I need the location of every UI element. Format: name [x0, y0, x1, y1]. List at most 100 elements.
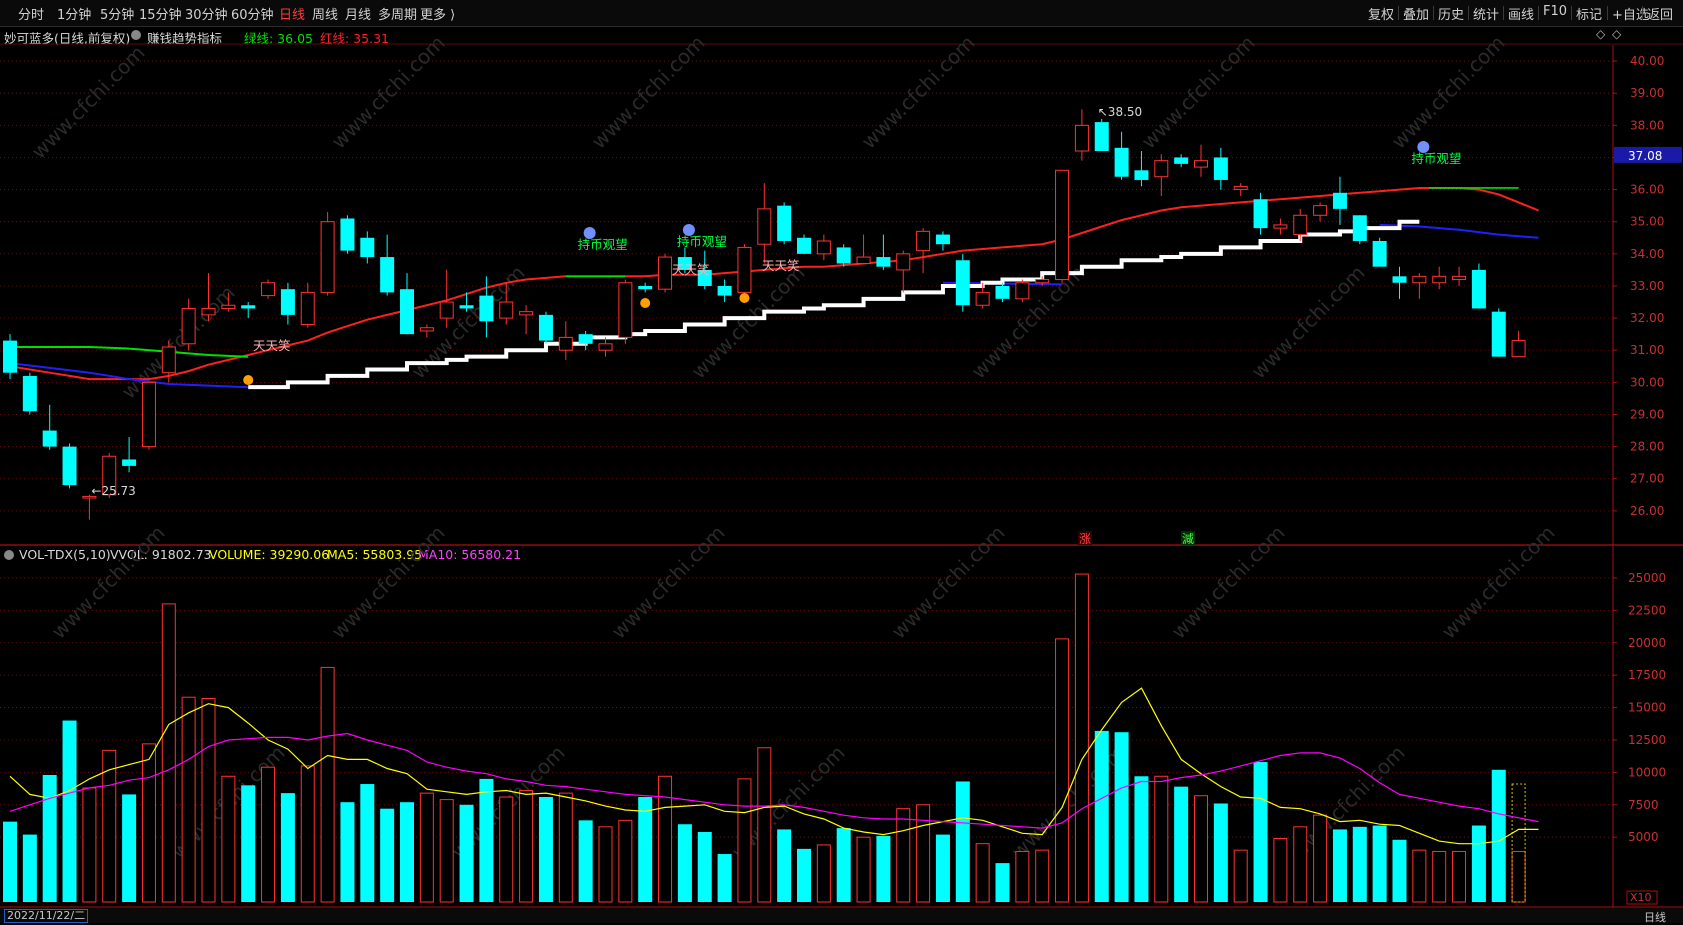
volume-bar-up: [757, 747, 772, 903]
candle-body-up: [1015, 282, 1030, 300]
price-tick-label: 35.00: [1630, 215, 1664, 229]
high-price-label: ↖38.50: [1098, 105, 1142, 119]
candle-body-down: [876, 257, 891, 267]
volume-tick-label: 22500: [1628, 603, 1666, 617]
toolbar-button[interactable]: 返回: [1647, 8, 1674, 23]
period-tab[interactable]: 30分钟: [185, 8, 228, 23]
watermark-text: www.cfchi.com: [857, 31, 980, 154]
toolbar-button[interactable]: 历史: [1438, 8, 1465, 23]
price-tick-label: 33.00: [1630, 279, 1664, 293]
period-tab[interactable]: 15分钟: [139, 8, 182, 23]
volume-bar-up: [598, 826, 613, 903]
watermark-text: www.cfchi.com: [47, 521, 170, 644]
watermark-text: www.cfchi.com: [327, 521, 450, 644]
candle-body-down: [836, 247, 851, 264]
toolbar-button[interactable]: 叠加: [1403, 8, 1430, 23]
period-tab[interactable]: 1分钟: [57, 8, 92, 23]
period-tab[interactable]: 周线: [312, 8, 339, 23]
volume-bar-up: [141, 743, 156, 903]
volume-bar-up: [658, 775, 673, 903]
candle-body-up: [816, 240, 831, 255]
volume-header: VOL-TDX(5,10) VVOL: 91802.73 VOLUME: 392…: [0, 546, 1610, 564]
toolbar-button[interactable]: 标记: [1576, 8, 1603, 23]
candle-body-down: [479, 295, 494, 322]
blue-line-late: [1379, 223, 1539, 239]
candle-body-down: [1372, 240, 1387, 267]
watermark-text: www.cfchi.com: [447, 741, 570, 864]
smile-dot-icon: [243, 375, 254, 385]
volume-indicator-name[interactable]: VOL-TDX(5,10): [19, 547, 111, 562]
volume-bar-down: [955, 781, 970, 902]
candle-body-up: [82, 495, 97, 499]
hold-watch-label: 持币观望: [1411, 151, 1461, 166]
period-tab[interactable]: 日线: [279, 8, 306, 23]
candle-body-up: [856, 256, 871, 264]
candle-body-up: [1055, 169, 1070, 281]
current-price-label: 37.08: [1628, 149, 1662, 163]
date-axis: 2022/11/22/二 日线: [0, 908, 1683, 924]
period-tab[interactable]: 5分钟: [100, 8, 135, 23]
price-tick-label: 36.00: [1630, 183, 1664, 197]
watermark-text: www.cfchi.com: [167, 741, 290, 864]
toolbar-button[interactable]: 复权: [1368, 8, 1395, 23]
volume-bar-up: [558, 792, 573, 903]
candle-body-down: [1134, 170, 1149, 180]
volume-bar-up: [1074, 573, 1089, 903]
candle-body-up: [1074, 124, 1089, 152]
volume-bar-up: [1313, 814, 1328, 903]
period-tab[interactable]: 60分钟: [231, 8, 274, 23]
volume-tick-label: 5000: [1628, 830, 1659, 844]
volume-bar-up: [320, 666, 335, 903]
toolbar-button[interactable]: F10: [1543, 4, 1568, 19]
period-tab[interactable]: 月线: [345, 8, 372, 23]
volume-ma5-line: [9, 687, 1539, 845]
indicator-toggle-icon[interactable]: [131, 30, 141, 40]
price-tick-label: 30.00: [1630, 375, 1664, 389]
volume-bar-down: [638, 797, 653, 902]
candle-body-up: [102, 455, 117, 496]
candle-body-down: [1332, 192, 1347, 209]
toolbar-button[interactable]: 画线: [1508, 8, 1535, 23]
toolbar-button[interactable]: +自选: [1612, 8, 1649, 23]
volume-toggle-icon[interactable]: [4, 550, 14, 560]
toolbar-separator: [1538, 6, 1539, 20]
indicator-name[interactable]: 赚钱趋势指标: [147, 31, 223, 46]
toolbar-separator: [1468, 6, 1469, 20]
volume-ma10-line: [9, 732, 1539, 829]
volume-bar-down: [995, 863, 1010, 902]
down-marker: 減: [1182, 531, 1194, 546]
period-mode[interactable]: 日线: [1644, 911, 1666, 924]
volume-bar-up: [419, 792, 434, 903]
volume-bar-down: [777, 829, 792, 902]
ma5-value: MA5: 55803.95: [327, 547, 423, 562]
volume-unit-label: X10: [1630, 891, 1652, 904]
candle-body-down: [380, 257, 395, 293]
diamond-icon[interactable]: ◇: [1596, 27, 1606, 41]
hold-watch-label: 持币观望: [578, 237, 628, 252]
candle-body-up: [1511, 340, 1526, 358]
volume-bar-down: [935, 834, 950, 902]
smile-label-2: 天天笑: [672, 262, 710, 277]
volume-bar-down: [1471, 825, 1486, 902]
volume-bar-down: [1491, 769, 1506, 902]
period-tab[interactable]: 更多 ⟩: [420, 8, 456, 23]
toolbar-button[interactable]: 统计: [1473, 8, 1500, 23]
collapse-icon[interactable]: ◇: [1612, 27, 1622, 41]
volume-bar-down: [1094, 730, 1109, 902]
volume-bar-up: [221, 775, 236, 903]
volume-bar-up: [82, 787, 97, 903]
period-tab[interactable]: 分时: [18, 8, 45, 23]
volume-bar-down: [797, 848, 811, 902]
volume-bar-up: [102, 749, 117, 903]
smile-label-3: 天天笑: [762, 258, 800, 273]
smile-dot-icon: [640, 298, 651, 308]
watermark-text: www.cfchi.com: [587, 31, 710, 154]
watermark-text: www.cfchi.com: [327, 31, 450, 154]
volume-bar-down: [42, 774, 57, 902]
volume-bar-down: [340, 802, 355, 902]
volume-tick-label: 25000: [1628, 571, 1666, 585]
stock-title[interactable]: 妙可蓝多(日线,前复权): [4, 31, 131, 46]
period-tab[interactable]: 多周期: [378, 8, 418, 23]
volume-bar-up: [439, 799, 454, 903]
